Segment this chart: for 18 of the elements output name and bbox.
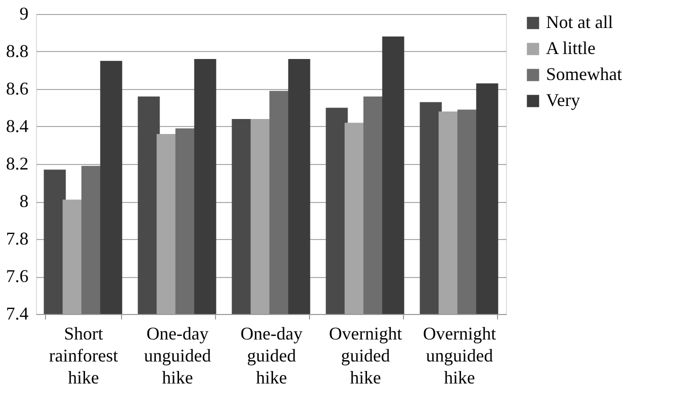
legend-label: Somewhat	[546, 64, 622, 84]
y-tick-label: 8.8	[6, 41, 28, 61]
y-tick-label: 8	[20, 191, 28, 211]
legend-label: Very	[546, 90, 580, 110]
x-tick-label: Overnight unguided hike	[423, 324, 496, 388]
y-tick-label: 7.6	[6, 266, 28, 286]
y-tick-label: 8.6	[6, 78, 28, 98]
y-tick-label: 9	[20, 4, 28, 24]
x-tick-label: Overnight guided hike	[329, 324, 402, 388]
x-tick-label: One-day guided hike	[240, 324, 302, 388]
legend-label: A little	[546, 38, 596, 58]
x-tick-label: Short rainforest hike	[49, 324, 118, 388]
y-tick-label: 8.2	[6, 154, 28, 174]
y-tick-label: 7.8	[6, 228, 28, 248]
y-tick-label: 7.4	[6, 304, 28, 324]
x-tick-label: One-day unguided hike	[144, 324, 211, 388]
y-tick-label: 8.4	[6, 116, 28, 136]
legend-label: Not at all	[546, 12, 613, 32]
